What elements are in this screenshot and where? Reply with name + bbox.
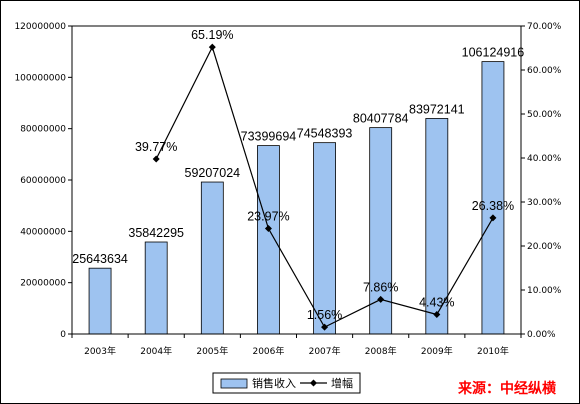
growth-value-label: 4.43% (419, 296, 454, 310)
x-tick-label: 2004年 (140, 345, 172, 357)
legend-line-label: 增幅 (331, 376, 353, 390)
x-tick-label: 2003年 (84, 345, 116, 357)
x-tick-label: 2008年 (365, 345, 397, 357)
bar-value-label: 59207024 (185, 166, 241, 180)
left-tick-label: 60000000 (20, 176, 66, 186)
bar (88, 267, 112, 335)
bar-value-label: 80407784 (353, 112, 409, 126)
line-marker (208, 43, 216, 51)
line-marker (489, 214, 497, 222)
bar (200, 181, 224, 335)
legend-bar-label: 销售收入 (252, 376, 296, 390)
growth-value-label: 23.97% (247, 210, 289, 224)
line-marker (321, 323, 329, 331)
right-tick-label: 10.00% (527, 286, 562, 296)
right-tick-label: 70.00% (527, 22, 562, 32)
legend-box (212, 372, 361, 394)
x-tick-label: 2006年 (252, 345, 284, 357)
left-tick-label: 120000000 (14, 22, 66, 32)
growth-value-label: 7.86% (363, 280, 398, 294)
bar (257, 145, 280, 335)
bar-value-label: 73399694 (241, 130, 297, 144)
right-tick-label: 50.00% (527, 110, 562, 120)
legend-line-marker (310, 379, 317, 387)
bar-value-label: 83972141 (409, 102, 465, 116)
left-tick-label: 80000000 (20, 125, 66, 135)
axes-layer: 0 20000000 40000000 60000000 80000000 1000000… (14, 22, 561, 357)
x-tick-label: 2009年 (421, 345, 453, 357)
right-tick-label: 30.00% (527, 198, 562, 208)
plot-area (71, 25, 522, 335)
growth-value-label: 1.56% (307, 308, 342, 322)
left-tick-label: 0 (60, 330, 66, 340)
line-layer (152, 43, 497, 331)
right-tick-label: 20.00% (527, 242, 562, 252)
line-marker (377, 295, 385, 303)
x-tick-label: 2005年 (196, 345, 228, 357)
right-tick-label: 60.00% (527, 66, 562, 76)
line-marker (433, 311, 441, 319)
growth-value-label: 39.77% (135, 140, 177, 154)
bar-value-label: 25643634 (72, 252, 128, 266)
x-tick-label: 2010年 (477, 345, 509, 357)
bar-value-label: 74548393 (297, 127, 353, 141)
bar (144, 241, 168, 335)
bar-value-label: 35842295 (128, 226, 184, 240)
source-label: 来源：中经纵横 (457, 380, 557, 397)
bar (481, 61, 505, 335)
right-tick-label: 0.00% (527, 330, 556, 340)
left-tick-label: 40000000 (20, 227, 66, 237)
right-tick-label: 40.00% (527, 154, 562, 164)
growth-value-label: 26.38% (472, 199, 514, 213)
bar-value-label: 106124916 (462, 46, 525, 60)
left-tick-label: 20000000 (20, 279, 66, 289)
growth-value-label: 65.19% (191, 28, 233, 42)
legend-bar-swatch (220, 378, 248, 389)
line-marker (264, 225, 272, 233)
line-marker (152, 155, 160, 163)
legend: 销售收入 增幅 (212, 372, 361, 394)
left-tick-label: 100000000 (14, 73, 66, 83)
x-tick-label: 2007年 (309, 345, 341, 357)
bar (313, 142, 336, 335)
bars-layer (88, 61, 505, 335)
